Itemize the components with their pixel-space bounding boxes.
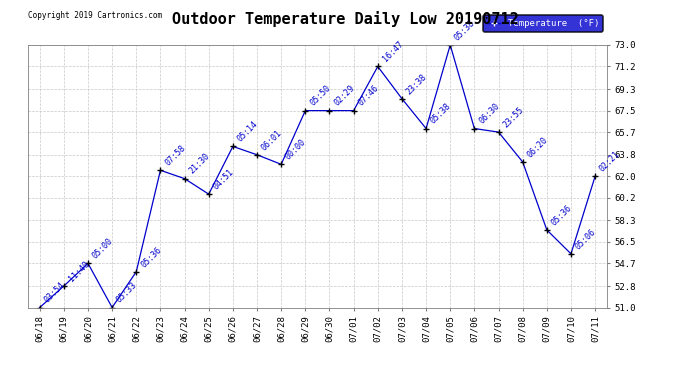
Text: 04:51: 04:51 <box>212 167 235 191</box>
Text: Outdoor Temperature Daily Low 20190712: Outdoor Temperature Daily Low 20190712 <box>172 11 518 27</box>
Text: 05:50: 05:50 <box>308 84 332 108</box>
Text: 07:46: 07:46 <box>357 84 380 108</box>
Text: 05:36: 05:36 <box>139 245 163 269</box>
Text: 02:29: 02:29 <box>333 84 356 108</box>
Text: 16:47: 16:47 <box>381 40 404 64</box>
Text: 05:36: 05:36 <box>550 203 573 227</box>
Text: 05:38: 05:38 <box>429 102 453 126</box>
Text: 11:40: 11:40 <box>67 259 90 283</box>
Text: 05:00: 05:00 <box>91 237 115 261</box>
Text: 05:38: 05:38 <box>453 18 477 42</box>
Text: Copyright 2019 Cartronics.com: Copyright 2019 Cartronics.com <box>28 11 161 20</box>
Text: 06:20: 06:20 <box>526 135 549 159</box>
Text: 00:00: 00:00 <box>284 138 308 162</box>
Text: 23:38: 23:38 <box>405 72 428 96</box>
Text: 23:55: 23:55 <box>502 105 525 129</box>
Text: 07:58: 07:58 <box>164 144 187 168</box>
Text: 05:06: 05:06 <box>574 227 598 251</box>
Text: 21:30: 21:30 <box>188 152 211 176</box>
Legend: Temperature  (°F): Temperature (°F) <box>483 15 602 32</box>
Text: 03:54: 03:54 <box>43 280 66 305</box>
Text: 05:14: 05:14 <box>236 120 259 144</box>
Text: 02:21: 02:21 <box>598 149 622 174</box>
Text: 06:01: 06:01 <box>260 128 284 152</box>
Text: 05:33: 05:33 <box>115 280 139 305</box>
Text: 06:30: 06:30 <box>477 102 501 126</box>
